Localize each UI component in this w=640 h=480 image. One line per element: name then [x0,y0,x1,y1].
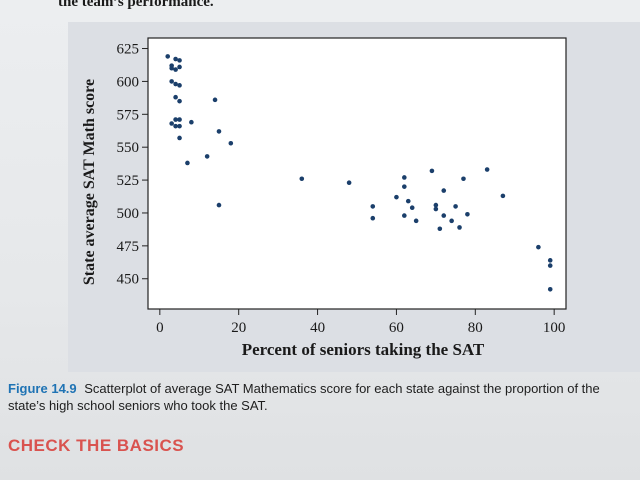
y-tick-label: 575 [117,107,140,123]
data-point [536,244,541,250]
data-point [402,213,407,218]
data-point [547,258,553,263]
data-point [204,154,210,159]
x-tick-label: 80 [468,320,483,336]
data-point [299,176,305,182]
data-point [500,193,506,199]
y-tick-label: 450 [117,272,140,288]
data-point [409,205,415,211]
data-point [228,140,234,146]
y-tick-label: 550 [117,140,140,156]
data-point [394,194,399,200]
data-point [405,198,411,204]
data-point [177,117,182,122]
x-tick-label: 40 [310,320,325,336]
data-point [216,202,222,208]
section-heading: CHECK THE BASICS [8,436,185,455]
data-point [173,67,178,72]
data-point [177,58,182,63]
data-point [173,94,178,100]
figure-label: Figure 14.9 [8,381,77,396]
data-point [484,167,490,172]
y-tick-label: 625 [117,42,140,58]
y-axis-label: State average SAT Math score [81,79,98,285]
data-point [177,83,182,88]
data-point [173,56,178,62]
data-point [547,263,553,268]
y-tick-label: 525 [117,173,140,189]
data-point [433,202,439,208]
data-point [169,65,174,71]
figure-caption-text: Scatterplot of average SAT Mathematics s… [8,381,600,413]
data-point [370,215,376,221]
data-point [547,286,553,292]
x-tick-label: 20 [231,320,246,336]
x-axis-ticks: 0 20 40 60 80 100 [156,309,565,336]
data-point [173,81,178,87]
y-tick-label: 475 [117,239,140,255]
data-point [177,123,182,129]
data-point [173,117,178,122]
plot-area [147,37,567,310]
data-point [453,204,458,209]
data-point [461,176,466,182]
data-point [402,175,407,180]
y-tick-label: 600 [117,74,140,90]
data-point [465,211,470,217]
data-point [189,119,194,125]
data-point [173,123,178,129]
data-point [169,121,174,126]
y-tick-label: 500 [117,206,140,222]
data-point [216,129,222,134]
data-point [346,180,352,186]
scatterplot-chart: 450 475 500 525 550 575 600 625 0 20 40 60 80 100 Pe… [81,37,567,359]
preceding-text-line: the team’s performance. [58,0,214,10]
data-point [370,204,376,209]
data-point [429,168,435,174]
data-point [437,226,443,232]
data-point [177,135,182,141]
x-tick-label: 100 [543,320,566,336]
data-points [165,54,553,292]
data-point [212,97,218,103]
data-point [441,213,447,218]
data-point [169,79,174,84]
figure-caption: Figure 14.9 Scatterplot of average SAT M… [8,380,638,414]
data-point [441,188,447,193]
data-point [185,160,190,166]
data-point [413,218,419,224]
data-point [402,184,407,189]
y-axis-ticks: 450 475 500 525 550 575 600 625 [117,42,148,288]
data-point [449,218,454,224]
data-point [165,54,171,59]
data-point [457,225,462,230]
x-tick-label: 0 [156,320,164,336]
data-point [177,98,182,104]
x-axis-label: Percent of seniors taking the SAT [242,340,485,359]
x-tick-label: 60 [389,320,404,336]
data-point [177,64,182,70]
data-point [433,206,439,212]
